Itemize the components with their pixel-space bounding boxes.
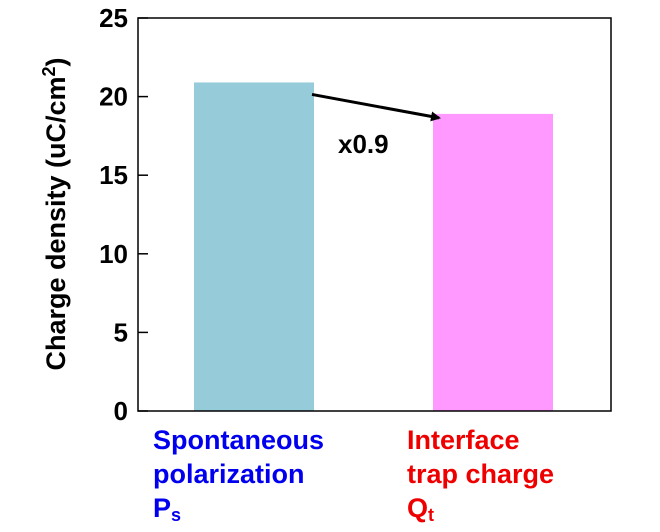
category-label-interface-trap-charge: Interface trap charge Qt	[407, 423, 554, 532]
category-line: Spontaneous	[153, 425, 325, 455]
y-tick-label: 15	[99, 160, 128, 190]
bars-layer	[194, 82, 553, 412]
category-label-spontaneous-polarization: Spontaneous polarization Ps	[153, 423, 324, 532]
ratio-annotation: x0.9	[338, 129, 389, 159]
category-symbol: Qt	[407, 493, 435, 525]
y-tick-label: 5	[114, 317, 128, 347]
category-line: polarization	[153, 459, 305, 489]
y-tick-label: 0	[114, 396, 128, 426]
category-line: Interface	[407, 425, 520, 455]
y-tick-label: 25	[99, 3, 128, 33]
y-tick-label: 20	[99, 82, 128, 112]
bar-0	[194, 82, 314, 412]
ratio-arrow	[311, 92, 441, 122]
category-symbol: Ps	[153, 493, 182, 525]
y-ticks: 0 5 10 15 20 25	[99, 3, 148, 426]
bar-1	[433, 113, 553, 411]
category-line: trap charge	[407, 459, 555, 489]
y-tick-label: 10	[99, 239, 128, 269]
y-axis-title: Charge density (uC/cm2)	[39, 57, 71, 370]
plot-frame	[137, 17, 612, 412]
